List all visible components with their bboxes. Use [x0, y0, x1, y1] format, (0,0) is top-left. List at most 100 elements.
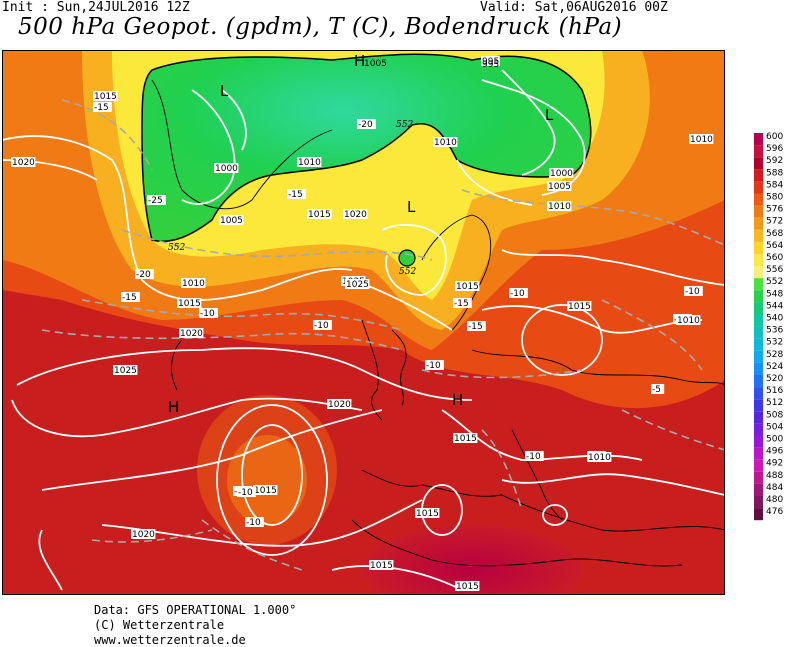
- legend-swatch: [754, 290, 763, 303]
- legend-swatch: [754, 133, 763, 146]
- high-center-2: H: [168, 398, 179, 416]
- map-value-label: 1000: [215, 164, 238, 174]
- map-value-label: -10: [200, 309, 215, 319]
- height-labels: 552 552 552: [168, 120, 416, 277]
- legend-swatch: [754, 338, 763, 351]
- low-center-1: L: [220, 82, 229, 100]
- valid-time: Valid: Sat,06AUG2016 00Z: [480, 0, 668, 15]
- map-value-label-box: [549, 168, 574, 178]
- legend-value: 540: [766, 314, 783, 324]
- map-value-label-box: [415, 508, 440, 518]
- pressure-centers: L L L H H H: [168, 52, 554, 416]
- legend-value: 536: [766, 326, 783, 336]
- legend-value: 568: [766, 229, 783, 239]
- legend-value: 592: [766, 156, 783, 166]
- legend-value: 552: [766, 277, 783, 287]
- map-frame: [2, 50, 725, 595]
- isobar-label: 1005: [364, 59, 387, 69]
- legend-swatch: [754, 193, 763, 206]
- map-value-label-box: [425, 360, 444, 370]
- map-value-label: -10: [510, 289, 525, 299]
- map-value-label-box: [369, 560, 394, 570]
- map-value-label-box: [147, 195, 166, 205]
- map-value-label-box: [287, 189, 306, 199]
- legend-value: 512: [766, 398, 783, 408]
- legend-swatch: [754, 411, 763, 424]
- legend-value: 496: [766, 447, 783, 457]
- legend-value: 528: [766, 350, 783, 360]
- legend-value: 488: [766, 471, 783, 481]
- map-value-label-box: [253, 485, 278, 495]
- map-value-label: -15: [122, 293, 137, 303]
- legend-value: 576: [766, 205, 783, 215]
- legend-value: 524: [766, 362, 783, 372]
- legend-value: 584: [766, 180, 783, 190]
- legend-value: 544: [766, 301, 783, 311]
- map-value-label-box: [547, 201, 572, 211]
- map-value-label-box: [587, 452, 612, 462]
- map-value-label: -10: [685, 287, 700, 297]
- color-legend: 600 596 592 588 584 580 576 572 568 564 560 556 552 5…: [754, 132, 783, 521]
- map-value-label-box: [199, 308, 218, 318]
- map-value-label-box: [307, 209, 332, 219]
- map-value-label: 1025: [114, 366, 137, 376]
- map-value-label-box: [684, 286, 703, 296]
- map-value-label-box: [433, 137, 458, 147]
- legend-swatch: [754, 241, 763, 254]
- low-center-2: L: [545, 106, 554, 124]
- coastlines: [151, 79, 725, 567]
- map-value-label-box: [327, 399, 352, 409]
- legend-value: 504: [766, 422, 783, 432]
- legend-value: 588: [766, 168, 783, 178]
- map-value-label-box: [245, 517, 264, 527]
- map-value-label: 1015: [254, 486, 277, 496]
- footer-data-source: Data: GFS OPERATIONAL 1.000°: [94, 603, 297, 617]
- map-value-label-box: [313, 320, 332, 330]
- legend-swatch: [754, 496, 763, 509]
- map-value-label-box: [453, 433, 478, 443]
- map-value-label: 1015: [454, 434, 477, 444]
- legend-swatch: [754, 278, 763, 291]
- map-value-label-box: [179, 328, 204, 338]
- map-value-label-box: [547, 181, 572, 191]
- map-value-label: -20: [136, 270, 151, 280]
- legend-swatch: [754, 399, 763, 412]
- weather-map: L L L H H H 1015 -15 1020 1005 1000 1010 1015 1…: [2, 50, 725, 595]
- map-value-label: -5: [652, 385, 661, 395]
- footer-website: www.wetterzentrale.de: [94, 633, 246, 647]
- map-value-label-box: [181, 278, 206, 288]
- map-value-label: -10: [238, 488, 253, 498]
- legend-value: 492: [766, 459, 783, 469]
- map-value-label-box: [219, 215, 244, 225]
- legend-swatch: [754, 387, 763, 400]
- map-value-label: 1025: [346, 280, 369, 290]
- map-value-label: -25: [148, 196, 163, 206]
- map-value-label-box: [343, 209, 368, 219]
- map-value-label: 1015: [416, 509, 439, 519]
- map-value-label: -15: [94, 103, 109, 113]
- map-value-label: 1010: [548, 202, 571, 212]
- legend-swatch: [754, 423, 763, 436]
- isotherms: [41, 99, 725, 571]
- isobar-label: 995: [482, 60, 499, 70]
- legend-swatch: [754, 326, 763, 339]
- legend-value: 476: [766, 507, 783, 517]
- legend-value: 572: [766, 217, 783, 227]
- legend-swatch: [754, 435, 763, 448]
- legend-swatch: [754, 459, 763, 472]
- legend-swatch: [754, 447, 763, 460]
- legend-swatch: [754, 375, 763, 388]
- legend-value: 548: [766, 289, 783, 299]
- legend-swatch: [754, 181, 763, 194]
- map-value-label: 1015: [456, 582, 479, 592]
- map-value-label: -20: [358, 120, 373, 130]
- map-value-label-box: [237, 487, 256, 497]
- legend-swatch: [754, 350, 763, 363]
- legend-swatch: [754, 362, 763, 375]
- map-value-label: 1020: [132, 530, 155, 540]
- legend-swatch: [754, 471, 763, 484]
- legend-value: 560: [766, 253, 783, 263]
- legend-value: 532: [766, 338, 783, 348]
- map-value-label: 1005: [548, 182, 571, 192]
